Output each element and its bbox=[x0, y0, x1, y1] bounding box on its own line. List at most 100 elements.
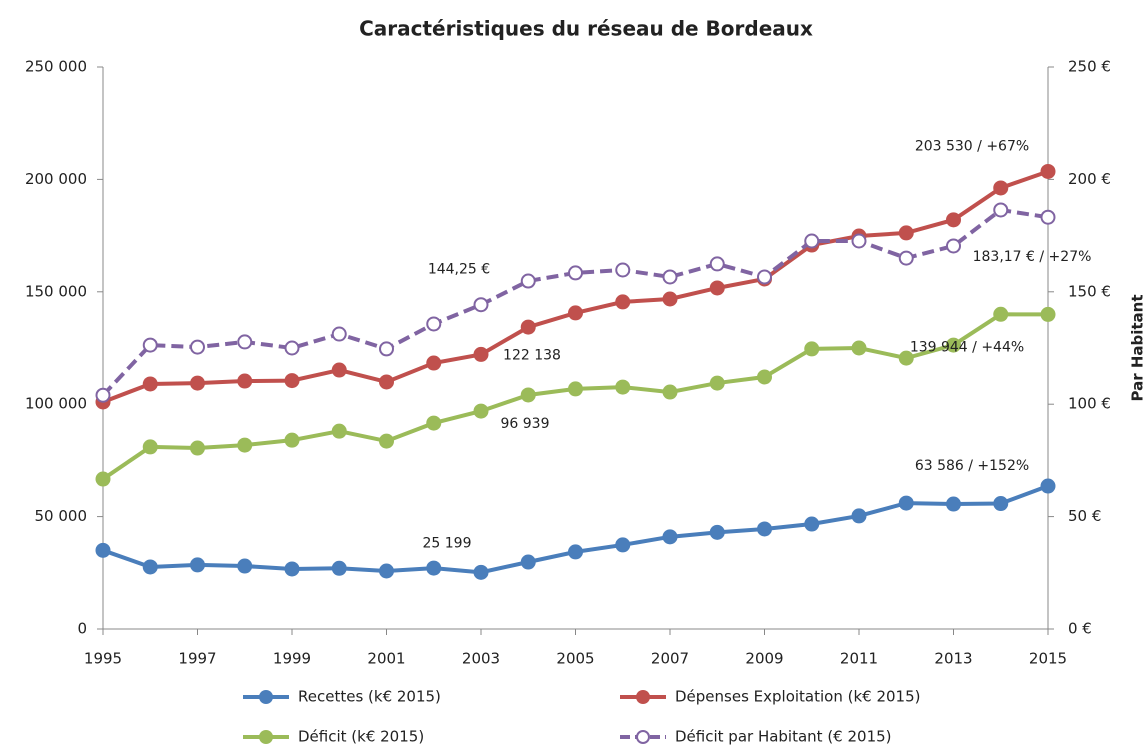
data-point bbox=[709, 375, 725, 391]
y2-tick-label: 100 € bbox=[1068, 395, 1111, 413]
data-point bbox=[946, 238, 961, 254]
data-point bbox=[473, 297, 489, 313]
data-point bbox=[709, 524, 725, 540]
data-point bbox=[237, 558, 253, 574]
data-label: 139 944 / +44% bbox=[910, 339, 1024, 355]
data-point bbox=[568, 265, 583, 281]
data-point bbox=[993, 496, 1009, 512]
x-tick-label: 2001 bbox=[367, 650, 405, 668]
data-point bbox=[379, 374, 394, 390]
data-point bbox=[615, 379, 631, 395]
data-point bbox=[662, 291, 678, 307]
data-point bbox=[615, 294, 631, 310]
data-point bbox=[568, 381, 583, 397]
y2-tick-label: 200 € bbox=[1068, 170, 1111, 188]
data-point bbox=[142, 337, 158, 353]
x-tick-label: 2007 bbox=[651, 650, 689, 668]
data-point bbox=[331, 326, 347, 342]
y-tick-label: 250 000 bbox=[25, 58, 87, 76]
data-point bbox=[426, 415, 442, 431]
y-tick-label: 200 000 bbox=[25, 170, 87, 188]
x-tick-label: 2015 bbox=[1029, 650, 1067, 668]
data-point bbox=[615, 537, 631, 553]
x-tick-label: 2013 bbox=[934, 650, 972, 668]
legend-label: Déficit par Habitant (€ 2015) bbox=[675, 728, 892, 746]
data-point bbox=[473, 403, 489, 419]
y2-tick-label: 150 € bbox=[1068, 282, 1111, 300]
data-point bbox=[520, 554, 536, 570]
data-point bbox=[615, 262, 631, 278]
data-label: 63 586 / +152% bbox=[915, 458, 1029, 474]
data-point bbox=[851, 233, 867, 249]
y2-tick-label: 50 € bbox=[1068, 507, 1101, 525]
y-tick-label: 50 000 bbox=[35, 507, 88, 525]
data-point bbox=[142, 376, 158, 392]
data-point bbox=[568, 544, 583, 560]
data-point bbox=[993, 202, 1009, 218]
data-point bbox=[237, 437, 253, 453]
data-point bbox=[898, 225, 914, 241]
x-tick-label: 2011 bbox=[840, 650, 878, 668]
series-line bbox=[102, 169, 1049, 404]
data-point bbox=[331, 423, 347, 439]
data-point bbox=[237, 373, 253, 389]
x-tick-label: 2009 bbox=[745, 650, 783, 668]
data-point bbox=[426, 316, 442, 332]
data-point bbox=[520, 319, 536, 335]
legend-marker bbox=[259, 690, 273, 704]
data-point bbox=[190, 339, 205, 355]
data-point bbox=[190, 440, 205, 456]
y2-axis-title: Par Habitant bbox=[1129, 294, 1147, 401]
y2-tick-label: 250 € bbox=[1068, 58, 1111, 76]
data-point bbox=[520, 273, 536, 289]
x-tick-label: 1995 bbox=[84, 650, 122, 668]
data-point bbox=[237, 334, 253, 350]
data-label: 203 530 / +67% bbox=[915, 138, 1029, 154]
data-point bbox=[426, 355, 442, 371]
data-point bbox=[142, 559, 158, 575]
data-point bbox=[1040, 163, 1056, 179]
data-point bbox=[757, 369, 772, 385]
data-point bbox=[190, 557, 205, 573]
x-tick-label: 1999 bbox=[273, 650, 311, 668]
data-point bbox=[284, 373, 300, 389]
data-label: 25 199 bbox=[423, 535, 472, 551]
data-point bbox=[804, 341, 820, 357]
data-point bbox=[568, 305, 583, 321]
data-point bbox=[898, 495, 914, 511]
y-tick-label: 150 000 bbox=[25, 282, 87, 300]
data-point bbox=[284, 432, 300, 448]
legend-label: Dépenses Exploitation (k€ 2015) bbox=[675, 688, 921, 706]
data-point bbox=[898, 350, 914, 366]
data-point bbox=[379, 341, 394, 357]
data-point bbox=[946, 496, 961, 512]
data-point bbox=[804, 233, 820, 249]
data-point bbox=[757, 269, 772, 285]
data-point bbox=[95, 471, 111, 487]
data-point bbox=[993, 306, 1009, 322]
data-point bbox=[95, 387, 111, 403]
data-point bbox=[95, 542, 111, 558]
legend-marker bbox=[636, 730, 650, 744]
chart-title: Caractéristiques du réseau de Bordeaux bbox=[359, 17, 813, 41]
data-point bbox=[993, 180, 1009, 196]
data-label: 183,17 € / +27% bbox=[973, 249, 1092, 265]
x-tick-label: 1997 bbox=[178, 650, 216, 668]
data-point bbox=[662, 384, 678, 400]
data-point bbox=[709, 280, 725, 296]
data-point bbox=[520, 387, 536, 403]
data-point bbox=[757, 521, 772, 537]
legend-marker bbox=[636, 690, 650, 704]
data-point bbox=[190, 375, 205, 391]
data-label: 122 138 bbox=[503, 347, 561, 363]
data-point bbox=[379, 563, 394, 579]
data-point bbox=[662, 529, 678, 545]
data-point bbox=[473, 346, 489, 362]
data-point bbox=[331, 560, 347, 576]
x-tick-label: 2003 bbox=[462, 650, 500, 668]
data-point bbox=[284, 340, 300, 356]
data-point bbox=[473, 564, 489, 580]
y-tick-label: 100 000 bbox=[25, 395, 87, 413]
y2-tick-label: 0 € bbox=[1068, 620, 1092, 638]
